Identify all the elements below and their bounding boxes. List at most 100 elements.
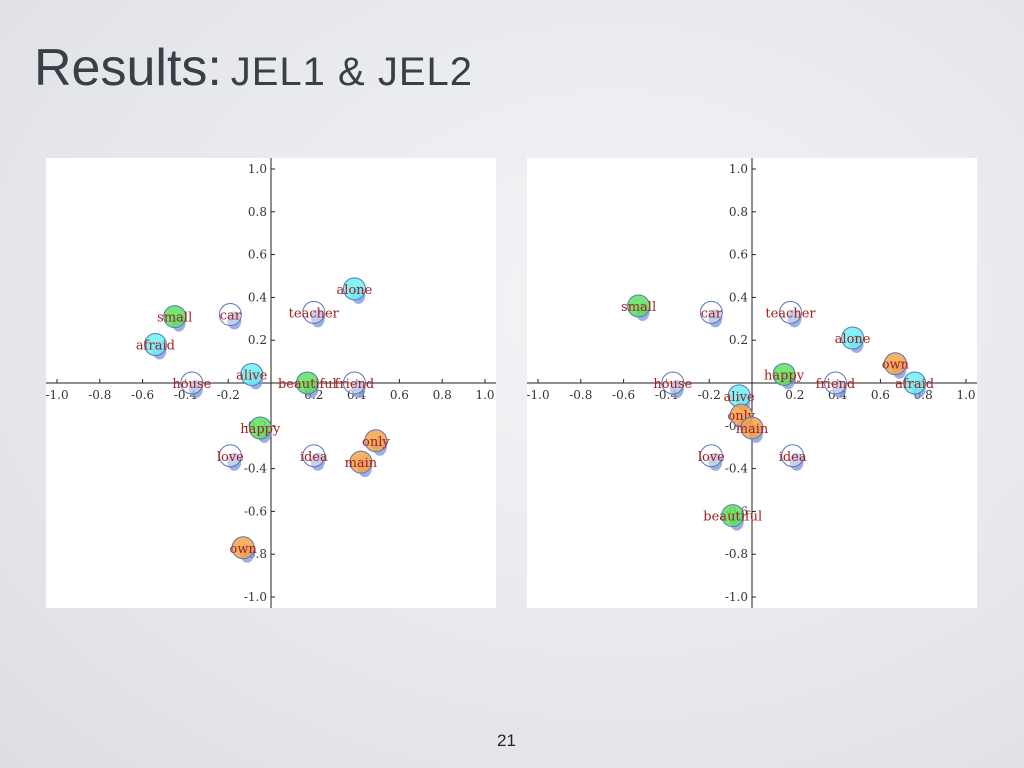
point-marker [721,504,745,528]
point-label: small [157,311,192,326]
y-tick-label: 0.4 [729,290,748,304]
point-label: car [701,306,723,321]
x-tick-label: 0.8 [433,388,452,402]
point-label: beautiful [703,510,762,525]
point-label: only [362,435,390,450]
scatter-point-small: small [157,305,192,332]
point-marker [342,371,366,395]
x-tick-label: 0.2 [785,388,804,402]
point-marker [302,444,326,468]
point-marker [823,371,847,395]
point-label: main [345,456,378,471]
point-label: house [172,377,211,392]
point-marker [143,332,167,356]
scatter-point-own: own [230,536,258,563]
scatter-point-afraid: afraid [895,371,934,398]
x-tick-label: 0.6 [871,388,890,402]
scatter-point-only: only [362,429,390,456]
scatter-point-car: car [699,300,723,328]
point-label: afraid [895,377,934,392]
point-label: own [230,542,258,557]
point-marker [302,300,326,324]
scatter-point-alive: alive [236,362,268,390]
point-label: happy [764,368,805,383]
y-tick-label: 0.4 [248,290,267,304]
point-label: alone [337,283,373,298]
scatter-point-own: own [882,352,910,379]
scatter-point-house: house [172,371,212,398]
point-marker [163,305,187,329]
point-marker [903,371,927,395]
x-tick-label: -0.6 [612,388,635,402]
y-tick-label: -0.4 [244,462,268,476]
y-tick-label: 1.0 [248,162,267,176]
scatter-point-teacher: teacher [289,300,340,328]
page-number: 21 [497,731,516,750]
scatter-point-beautiful: beautiful [703,504,762,531]
point-label: main [736,422,769,437]
scatter-plot-jel1-svg: -1.0 -0.8 -0.6 -0.4 -0.2 0.2 0.4 0.6 0.8 1.0 1.0 0.… [46,158,496,608]
slide-title: Results: JEL1 & JEL2 [34,38,473,98]
y-tick-label: -0.4 [725,462,749,476]
x-tick-label: -0.2 [698,388,721,402]
y-tick-label: 0.2 [248,333,267,347]
scatter-point-alone: alone [337,277,373,304]
point-label: afraid [136,338,175,353]
x-tick-label: -0.2 [217,388,240,402]
point-marker [699,300,723,324]
y-tick-label: 0.8 [729,205,748,219]
scatter-point-beautiful: beautiful [278,371,337,398]
point-marker [627,294,651,318]
point-label: friend [335,377,375,392]
scatter-point-happy: happy [240,416,281,443]
scatter-point-idea: idea [300,444,328,471]
plot-area: -1.0 -0.8 -0.6 -0.4 -0.2 0.2 0.4 0.6 0.8 1.0 1.0 0.… [527,158,977,608]
point-marker [661,371,685,395]
point-label: car [220,309,242,324]
scatter-point-small: small [621,294,656,321]
scatter-point-car: car [218,303,242,330]
scatter-point-main: main [736,416,769,443]
point-marker [231,536,255,560]
x-tick-label: 1.0 [956,388,975,402]
scatter-point-love: love [217,444,244,471]
scatter-plot-jel2: -1.0 -0.8 -0.6 -0.4 -0.2 0.2 0.4 0.6 0.8 1.0 1.0 0.… [527,158,977,608]
x-tick-label: -0.8 [569,388,592,402]
x-tick-label: 1.0 [475,388,494,402]
point-marker [841,326,865,350]
scatter-point-love: love [698,444,725,471]
point-marker [295,371,319,395]
point-marker [781,444,805,468]
point-label: love [698,450,725,465]
point-marker [218,444,242,468]
point-marker [740,416,764,440]
x-tick-label: 0.6 [390,388,409,402]
x-tick-label: -1.0 [527,388,550,402]
point-marker [779,300,803,324]
plot-area: -1.0 -0.8 -0.6 -0.4 -0.2 0.2 0.4 0.6 0.8 1.0 1.0 0.… [46,158,496,608]
point-marker [342,277,366,301]
point-label: house [653,377,692,392]
y-tick-label: 0.6 [248,248,267,262]
point-label: idea [300,450,328,465]
point-marker [364,429,388,453]
y-tick-label: -0.6 [244,504,267,518]
scatter-point-teacher: teacher [765,300,816,328]
point-label: small [621,300,656,315]
scatter-point-idea: idea [779,444,807,471]
y-tick-label: 0.6 [729,248,748,262]
point-marker [699,444,723,468]
scatter-point-house: house [653,371,693,398]
point-label: alive [724,390,755,405]
scatter-point-friend: friend [335,371,375,398]
scatter-point-afraid: afraid [136,332,175,360]
point-label: teacher [289,306,340,321]
y-tick-label: 1.0 [729,162,748,176]
point-marker [240,362,264,386]
scatter-point-alone: alone [835,326,871,354]
y-tick-label: -1.0 [725,590,748,604]
point-marker [248,416,272,440]
point-label: beautiful [278,377,337,392]
point-marker [883,352,907,376]
scatter-plot-jel2-svg: -1.0 -0.8 -0.6 -0.4 -0.2 0.2 0.4 0.6 0.8 1.0 1.0 0.… [527,158,977,608]
